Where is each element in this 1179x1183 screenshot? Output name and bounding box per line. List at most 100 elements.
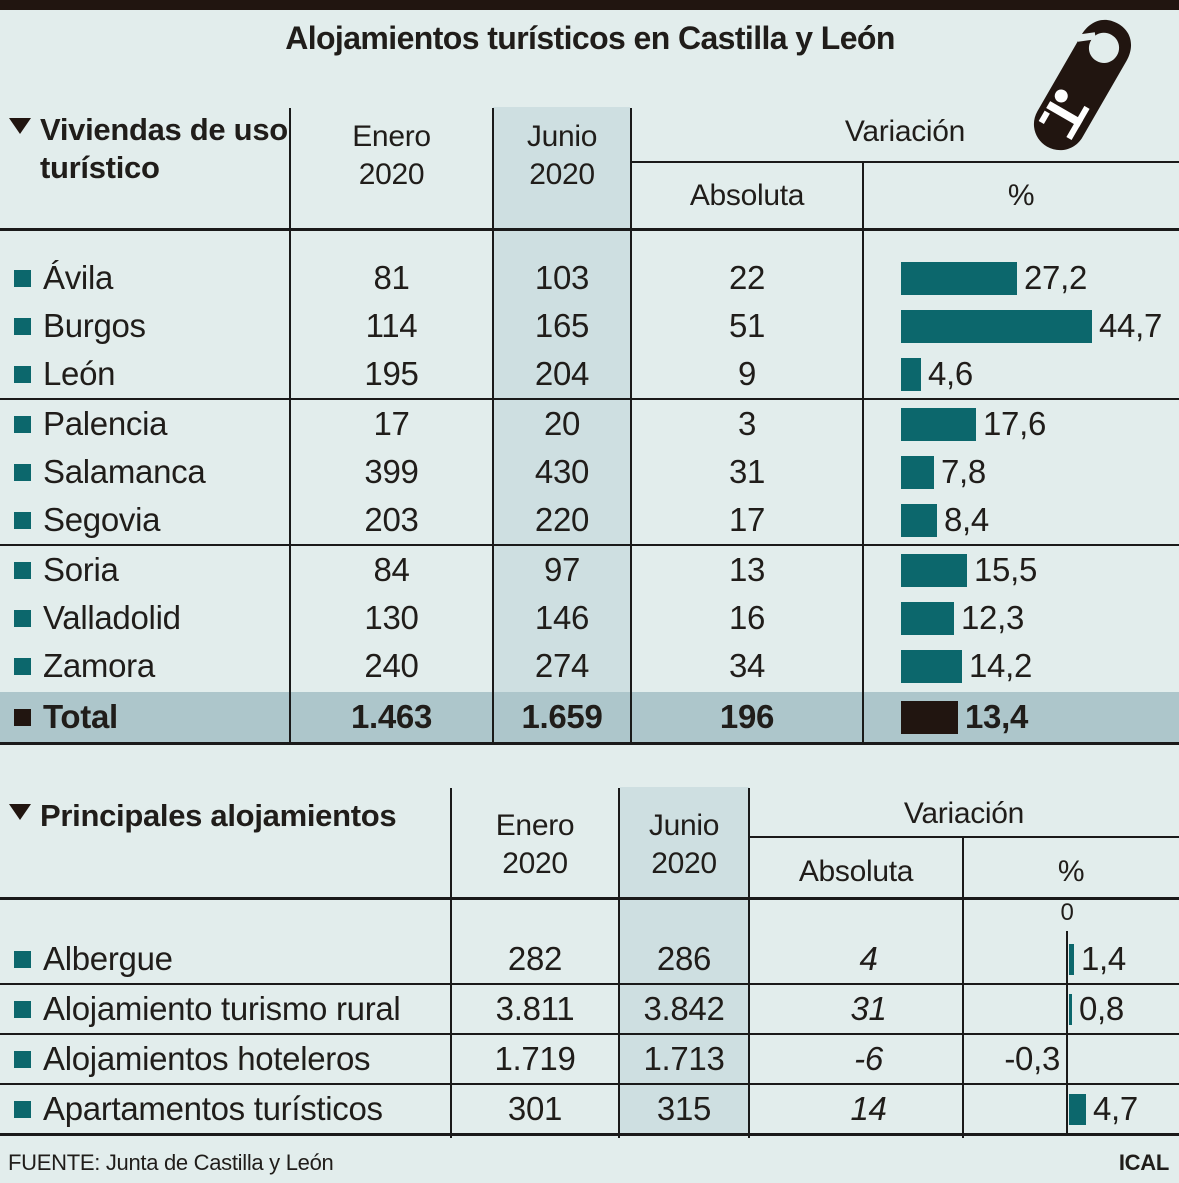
variacion-pct-cell: 15,5 <box>863 551 1179 589</box>
column-header-junio: Junio 2020 <box>526 120 598 191</box>
row-group-separator <box>0 544 1179 546</box>
pct-axis-zero-label: 0 <box>1060 899 1074 926</box>
pct-value-label: 27,2 <box>1024 259 1088 296</box>
total-pct-cell: 13,4 <box>863 698 1179 736</box>
accommodation-label: Apartamentos turísticos <box>43 1090 383 1127</box>
pct-bar <box>901 601 954 635</box>
row-label-cell: Palencia <box>0 405 290 443</box>
junio-value: 146 <box>534 599 590 636</box>
bullet-square-icon <box>14 657 31 675</box>
row-label-cell: Ávila <box>0 259 290 297</box>
province-label: Valladolid <box>43 599 181 636</box>
accommodation-label: Alojamientos hoteleros <box>43 1040 371 1077</box>
total-pct-value-label: 13,4 <box>965 698 1029 735</box>
column-header-variacion: Variación <box>903 797 1025 830</box>
variacion-underline <box>630 161 1179 163</box>
enero-value: 282 <box>507 940 563 977</box>
accommodation-label: Albergue <box>43 940 173 977</box>
pct-bar <box>901 357 921 391</box>
bullet-square-icon <box>14 708 31 726</box>
page-title: Alojamientos turísticos en Castilla y Le… <box>285 20 895 56</box>
pct-value-label: 12,3 <box>961 599 1025 636</box>
bullet-square-icon <box>14 463 31 481</box>
row-label-cell: Apartamentos turísticos <box>0 1090 451 1128</box>
bullet-square-icon <box>14 317 31 335</box>
bullet-square-icon <box>14 415 31 433</box>
column-divider <box>492 108 494 745</box>
pct-bar <box>901 649 962 683</box>
row-label-cell: Soria <box>0 551 290 589</box>
variacion-absoluta-value: 31 <box>850 990 887 1027</box>
variacion-pct-cell: 27,2 <box>863 259 1179 297</box>
enero-value: 17 <box>373 405 410 442</box>
pct-bar <box>1069 993 1072 1025</box>
pct-bar <box>901 407 976 441</box>
pct-value-label: 0,8 <box>1079 990 1124 1027</box>
row-label-cell: Zamora <box>0 647 290 685</box>
province-label: Segovia <box>43 501 161 538</box>
variacion-absoluta-value: 14 <box>850 1090 887 1127</box>
row-label-cell: Alojamiento turismo rural <box>0 990 451 1028</box>
enero-value: 301 <box>507 1090 563 1127</box>
column-divider <box>630 108 632 745</box>
enero-value: 3.811 <box>495 990 575 1027</box>
column-header-pct: % <box>1007 179 1035 212</box>
table-row: Segovia 203 220 17 8,4 <box>0 496 1179 544</box>
row-group-separator <box>0 398 1179 400</box>
variacion-pct-cell: 12,3 <box>863 599 1179 637</box>
table-row: Ávila 81 103 22 27,2 <box>0 254 1179 302</box>
bullet-square-icon <box>14 269 31 287</box>
pct-bar <box>901 455 934 489</box>
column-header-enero: Enero 2020 <box>495 809 575 880</box>
junio-value: 1.713 <box>643 1040 725 1077</box>
section-marker-icon <box>9 804 31 820</box>
province-label: Salamanca <box>43 453 206 490</box>
bullet-square-icon <box>14 561 31 579</box>
junio-value: 103 <box>534 259 590 296</box>
variacion-absoluta-value: 13 <box>728 551 766 588</box>
variacion-absoluta-value: 51 <box>728 307 766 344</box>
variacion-pct-cell: 4,7 <box>963 1090 1179 1128</box>
table-row: Albergue 282 286 4 1,4 <box>0 935 1179 983</box>
pct-bar <box>1069 943 1074 975</box>
variacion-pct-cell: 1,4 <box>963 940 1179 978</box>
column-header-enero: Enero 2020 <box>352 120 431 191</box>
table-row: Salamanca 399 430 31 7,8 <box>0 448 1179 496</box>
enero-value: 240 <box>364 647 419 684</box>
agency-credit: ICAL <box>1118 1150 1169 1175</box>
variacion-pct-cell: 0,8 <box>963 990 1179 1028</box>
total-absoluta-value: 196 <box>719 698 775 735</box>
junio-value: 204 <box>534 355 590 392</box>
row-group-separator <box>0 1083 1179 1085</box>
column-divider <box>450 788 452 1138</box>
pct-bar <box>901 309 1092 343</box>
row-label-cell: Valladolid <box>0 599 290 637</box>
variacion-absoluta-value: 9 <box>737 355 757 392</box>
enero-value: 84 <box>373 551 410 588</box>
row-group-separator <box>0 983 1179 985</box>
junio-value: 165 <box>534 307 590 344</box>
enero-value: 130 <box>364 599 419 636</box>
variacion-pct-cell: 7,8 <box>863 453 1179 491</box>
junio-value: 315 <box>656 1090 712 1127</box>
row-label-cell: Salamanca <box>0 453 290 491</box>
enero-value: 203 <box>364 501 419 538</box>
table1-rows: Ávila 81 103 22 27,2 Burgos 114 <box>0 254 1179 690</box>
variacion-absoluta-value: 4 <box>859 940 878 977</box>
total-pct-bar <box>901 700 958 734</box>
variacion-absoluta-value: 16 <box>728 599 766 636</box>
bullet-square-icon <box>14 1000 31 1018</box>
variacion-pct-cell: 14,2 <box>863 647 1179 685</box>
row-label-cell: Burgos <box>0 307 290 345</box>
row-label-cell: Total <box>0 698 290 736</box>
enero-value: 114 <box>365 307 418 344</box>
table-row: Valladolid 130 146 16 12,3 <box>0 594 1179 642</box>
bullet-square-icon <box>14 950 31 968</box>
table-principales-alojamientos: Principales alojamientos Enero 2020 Juni… <box>0 785 1179 1143</box>
junio-value: 286 <box>656 940 712 977</box>
variacion-absoluta-value: 34 <box>728 647 766 684</box>
junio-value: 97 <box>543 551 581 588</box>
variacion-absoluta-value: 3 <box>737 405 757 442</box>
column-header-junio: Junio 2020 <box>648 809 720 880</box>
